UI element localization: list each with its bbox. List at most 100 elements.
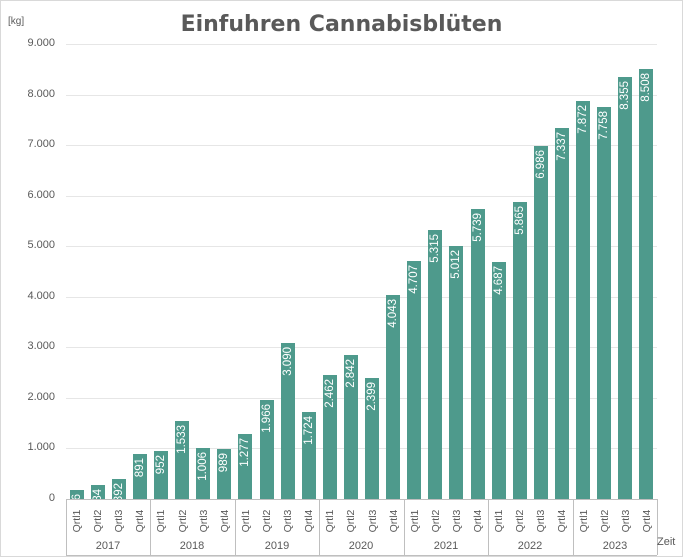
x-tick-label: Qrtl4 bbox=[640, 509, 653, 533]
data-label: 2.842 bbox=[345, 359, 357, 388]
bar: 8.355 bbox=[618, 77, 632, 499]
gridline bbox=[66, 145, 657, 146]
data-label: 7.872 bbox=[577, 105, 589, 134]
year-label: 2019 bbox=[264, 540, 290, 552]
x-tick-label: Qrtl2 bbox=[513, 509, 526, 533]
bar: 6.986 bbox=[534, 146, 548, 499]
bar: 7.337 bbox=[555, 128, 569, 499]
year-divider bbox=[66, 499, 67, 555]
data-label: 392 bbox=[113, 483, 125, 499]
bar: 186 bbox=[70, 490, 84, 499]
x-tick-label: Qrtl4 bbox=[387, 509, 400, 533]
year-label: 2022 bbox=[517, 540, 543, 552]
year-label: 2017 bbox=[95, 540, 121, 552]
data-label: 989 bbox=[218, 453, 230, 473]
y-tick-label: 7.000 bbox=[27, 138, 55, 150]
data-label: 5.739 bbox=[472, 213, 484, 242]
bar: 5.012 bbox=[449, 246, 463, 499]
bar: 8.508 bbox=[639, 69, 653, 499]
data-label: 1.724 bbox=[303, 416, 315, 445]
data-label: 1.277 bbox=[239, 438, 251, 467]
y-tick-label: 8.000 bbox=[27, 88, 55, 100]
gridline bbox=[66, 44, 657, 45]
gridline bbox=[66, 246, 657, 247]
data-label: 284 bbox=[92, 489, 104, 499]
x-tick-label: Qrtl2 bbox=[91, 509, 104, 533]
bar: 1.277 bbox=[238, 434, 252, 499]
y-tick-label: 0 bbox=[48, 492, 55, 504]
year-divider bbox=[573, 499, 574, 555]
bar: 1.724 bbox=[302, 412, 316, 499]
data-label: 1.006 bbox=[197, 452, 209, 481]
y-tick-label: 2.000 bbox=[27, 391, 55, 403]
bar: 5.315 bbox=[428, 230, 442, 499]
x-tick-label: Qrtl1 bbox=[408, 509, 421, 533]
x-axis-line bbox=[66, 499, 657, 500]
bar: 891 bbox=[133, 454, 147, 499]
x-tick-label: Qrtl4 bbox=[218, 509, 231, 533]
bar: 7.758 bbox=[597, 107, 611, 499]
gridline bbox=[66, 347, 657, 348]
data-label: 5.865 bbox=[514, 206, 526, 235]
bar: 1.006 bbox=[196, 448, 210, 499]
bar: 3.090 bbox=[281, 343, 295, 499]
x-axis-unit: Zeit bbox=[657, 536, 676, 548]
data-label: 6.986 bbox=[535, 150, 547, 179]
x-tick-label: Qrtl4 bbox=[302, 509, 315, 533]
x-tick-label: Qrtl4 bbox=[471, 509, 484, 533]
bar: 989 bbox=[217, 449, 231, 499]
bar: 5.739 bbox=[471, 209, 485, 499]
data-label: 1.533 bbox=[176, 425, 188, 454]
data-label: 4.687 bbox=[493, 266, 505, 295]
data-label: 2.399 bbox=[366, 382, 378, 411]
y-tick-label: 3.000 bbox=[27, 340, 55, 352]
x-tick-label: Qrtl1 bbox=[577, 509, 590, 533]
gridline bbox=[66, 196, 657, 197]
x-tick-label: Qrtl1 bbox=[492, 509, 505, 533]
data-label: 4.043 bbox=[387, 299, 399, 328]
data-label: 891 bbox=[134, 458, 146, 478]
x-tick-label: Qrtl3 bbox=[281, 509, 294, 533]
x-axis-bottom-line bbox=[66, 555, 657, 556]
data-label: 7.337 bbox=[556, 132, 568, 161]
x-tick-label: Qrtl1 bbox=[154, 509, 167, 533]
x-tick-label: Qrtl3 bbox=[450, 509, 463, 533]
x-tick-label: Qrtl4 bbox=[555, 509, 568, 533]
gridline bbox=[66, 398, 657, 399]
year-divider bbox=[150, 499, 151, 555]
data-label: 2.462 bbox=[324, 379, 336, 408]
bar: 2.842 bbox=[344, 355, 358, 499]
data-label: 8.508 bbox=[640, 73, 652, 102]
data-label: 7.758 bbox=[598, 111, 610, 140]
year-label: 2021 bbox=[433, 540, 459, 552]
x-tick-label: Qrtl2 bbox=[344, 509, 357, 533]
y-tick-label: 9.000 bbox=[27, 37, 55, 49]
bar: 1.966 bbox=[260, 400, 274, 499]
bar: 5.865 bbox=[513, 202, 527, 499]
data-label: 4.707 bbox=[408, 265, 420, 294]
data-label: 1.966 bbox=[261, 404, 273, 433]
data-label: 952 bbox=[155, 455, 167, 475]
x-tick-label: Qrtl2 bbox=[260, 509, 273, 533]
gridline bbox=[66, 95, 657, 96]
data-label: 5.012 bbox=[450, 250, 462, 279]
y-axis-unit: [kg] bbox=[8, 16, 25, 27]
bar: 952 bbox=[154, 451, 168, 499]
year-divider bbox=[657, 499, 658, 555]
bar: 1.533 bbox=[175, 421, 189, 499]
year-divider bbox=[488, 499, 489, 555]
x-tick-label: Qrtl3 bbox=[619, 509, 632, 533]
year-divider bbox=[235, 499, 236, 555]
y-tick-label: 6.000 bbox=[27, 189, 55, 201]
year-divider bbox=[319, 499, 320, 555]
x-tick-label: Qrtl1 bbox=[70, 509, 83, 533]
data-label: 5.315 bbox=[429, 234, 441, 263]
x-tick-label: Qrtl3 bbox=[534, 509, 547, 533]
x-tick-label: Qrtl1 bbox=[239, 509, 252, 533]
y-tick-label: 4.000 bbox=[27, 290, 55, 302]
x-tick-label: Qrtl1 bbox=[323, 509, 336, 533]
chart-title: Einfuhren Cannabisblüten bbox=[180, 12, 503, 37]
x-tick-label: Qrtl2 bbox=[429, 509, 442, 533]
gridline bbox=[66, 448, 657, 449]
x-tick-label: Qrtl3 bbox=[366, 509, 379, 533]
